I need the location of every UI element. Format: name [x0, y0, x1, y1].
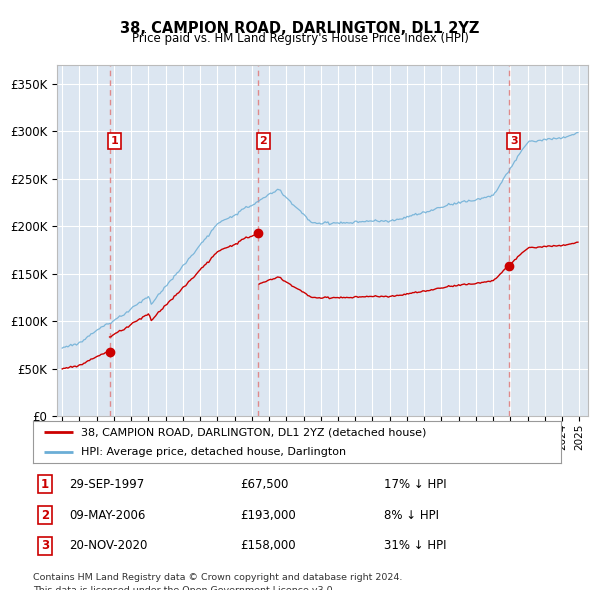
Text: 38, CAMPION ROAD, DARLINGTON, DL1 2YZ: 38, CAMPION ROAD, DARLINGTON, DL1 2YZ — [121, 21, 479, 35]
Text: 31% ↓ HPI: 31% ↓ HPI — [384, 539, 446, 552]
Text: 1: 1 — [41, 478, 49, 491]
Text: 3: 3 — [41, 539, 49, 552]
Text: 17% ↓ HPI: 17% ↓ HPI — [384, 478, 446, 491]
Text: HPI: Average price, detached house, Darlington: HPI: Average price, detached house, Darl… — [80, 447, 346, 457]
Text: £67,500: £67,500 — [240, 478, 289, 491]
Text: 1: 1 — [111, 136, 119, 146]
Text: 3: 3 — [510, 136, 518, 146]
Text: 29-SEP-1997: 29-SEP-1997 — [69, 478, 144, 491]
Text: 09-MAY-2006: 09-MAY-2006 — [69, 509, 145, 522]
Text: 20-NOV-2020: 20-NOV-2020 — [69, 539, 148, 552]
Text: 2: 2 — [259, 136, 267, 146]
Text: Contains HM Land Registry data © Crown copyright and database right 2024.
This d: Contains HM Land Registry data © Crown c… — [33, 573, 403, 590]
Text: 8% ↓ HPI: 8% ↓ HPI — [384, 509, 439, 522]
Text: £158,000: £158,000 — [240, 539, 296, 552]
Bar — [509, 65, 588, 416]
Text: 38, CAMPION ROAD, DARLINGTON, DL1 2YZ (detached house): 38, CAMPION ROAD, DARLINGTON, DL1 2YZ (d… — [80, 427, 426, 437]
Text: £193,000: £193,000 — [240, 509, 296, 522]
Text: Price paid vs. HM Land Registry's House Price Index (HPI): Price paid vs. HM Land Registry's House … — [131, 32, 469, 45]
Text: 2: 2 — [41, 509, 49, 522]
